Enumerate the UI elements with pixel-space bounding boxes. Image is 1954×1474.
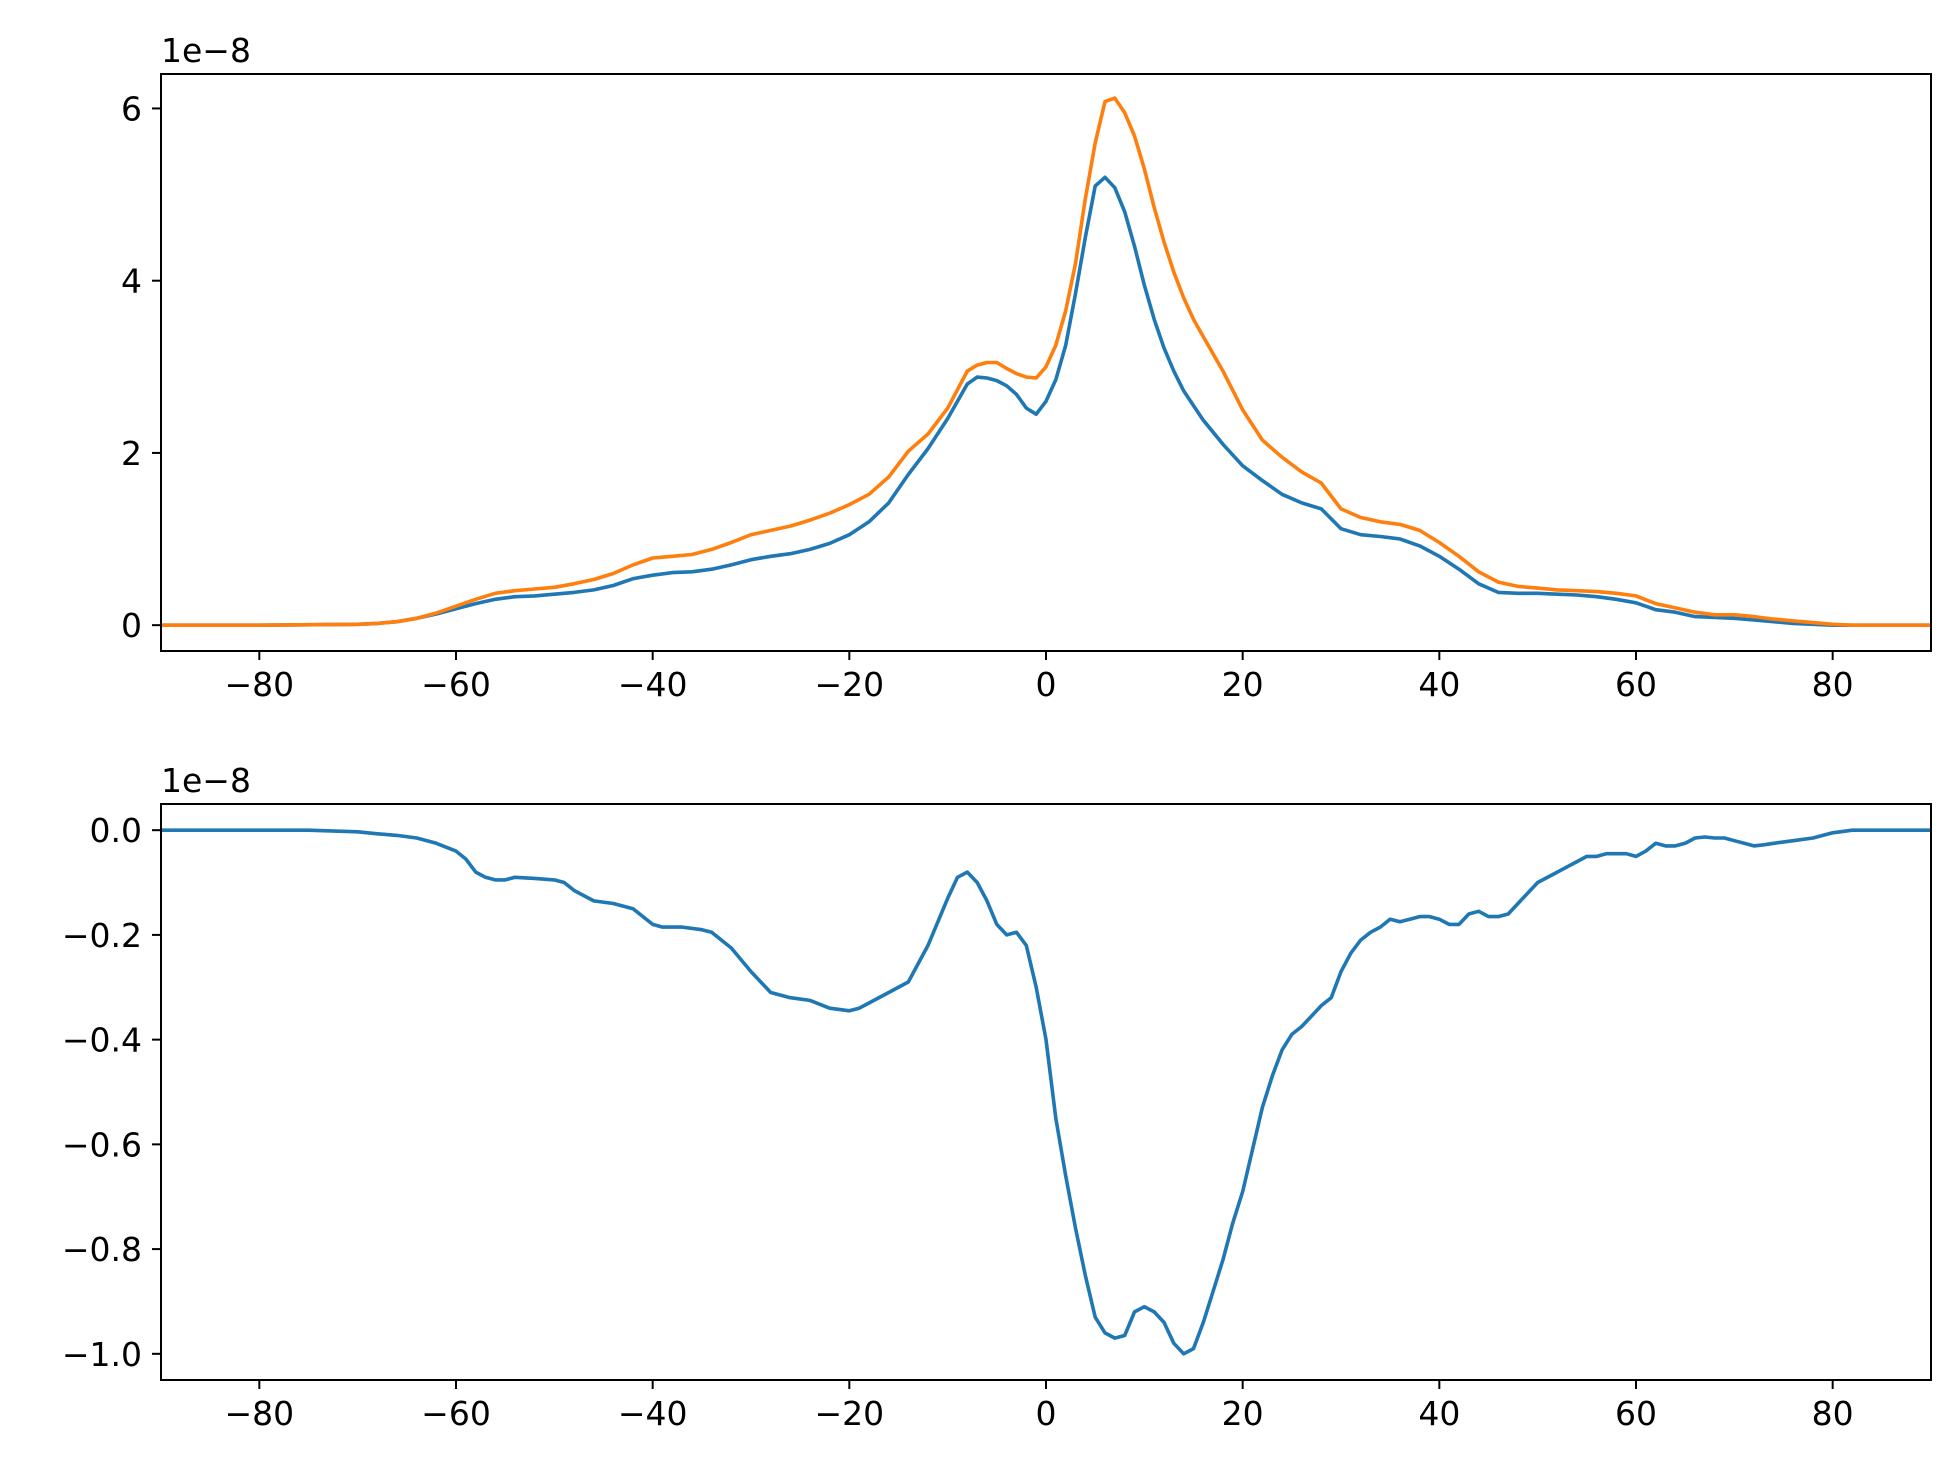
x-tick-label: −60 [421,1394,491,1433]
x-tick-label: −40 [618,1394,688,1433]
series-line-0 [161,175,1931,628]
y-tick-label: 4 [121,262,142,301]
x-tick-label: −20 [815,665,885,704]
y-tick-label: −0.2 [62,916,142,955]
x-tick-label: 80 [1812,1394,1854,1433]
y-tick-label: −0.8 [62,1230,142,1269]
y-tick-label: −0.4 [62,1021,142,1060]
y-tick-label: −1.0 [62,1335,142,1374]
x-tick-label: −60 [421,665,491,704]
x-tick-label: −20 [815,1394,885,1433]
x-tick-label: 40 [1418,665,1460,704]
top-subplot: −80 −60 −40 −20 0 20 40 60 80 0 2 4 6 1e−8 [121,31,1932,704]
x-tick-label: 80 [1812,665,1854,704]
x-tick-label: 20 [1222,1394,1264,1433]
x-tick-label: −80 [225,1394,295,1433]
x-tick-label: 60 [1615,1394,1657,1433]
series-line-1 [161,96,1931,628]
series-line-0 [161,828,1931,1356]
bottom-subplot: −80 −60 −40 −20 0 20 40 60 80 0.0 −0.2 −0.4 −0.6 −0.8… [62,761,1932,1433]
x-tick-label: −40 [618,665,688,704]
x-tick-label: 0 [1036,1394,1057,1433]
y-tick-label: 0.0 [90,811,142,850]
x-tick-label: 0 [1036,665,1057,704]
y-tick-label: 0 [121,606,142,645]
x-tick-label: 40 [1418,1394,1460,1433]
y-tick-label: 6 [121,89,142,128]
y-tick-label: 2 [121,434,142,473]
y-tick-label: −0.6 [62,1125,142,1164]
x-tick-label: −80 [225,665,295,704]
x-tick-label: 60 [1615,665,1657,704]
offset-text: 1e−8 [161,31,251,70]
x-tick-label: 20 [1222,665,1264,704]
offset-text: 1e−8 [161,761,251,800]
